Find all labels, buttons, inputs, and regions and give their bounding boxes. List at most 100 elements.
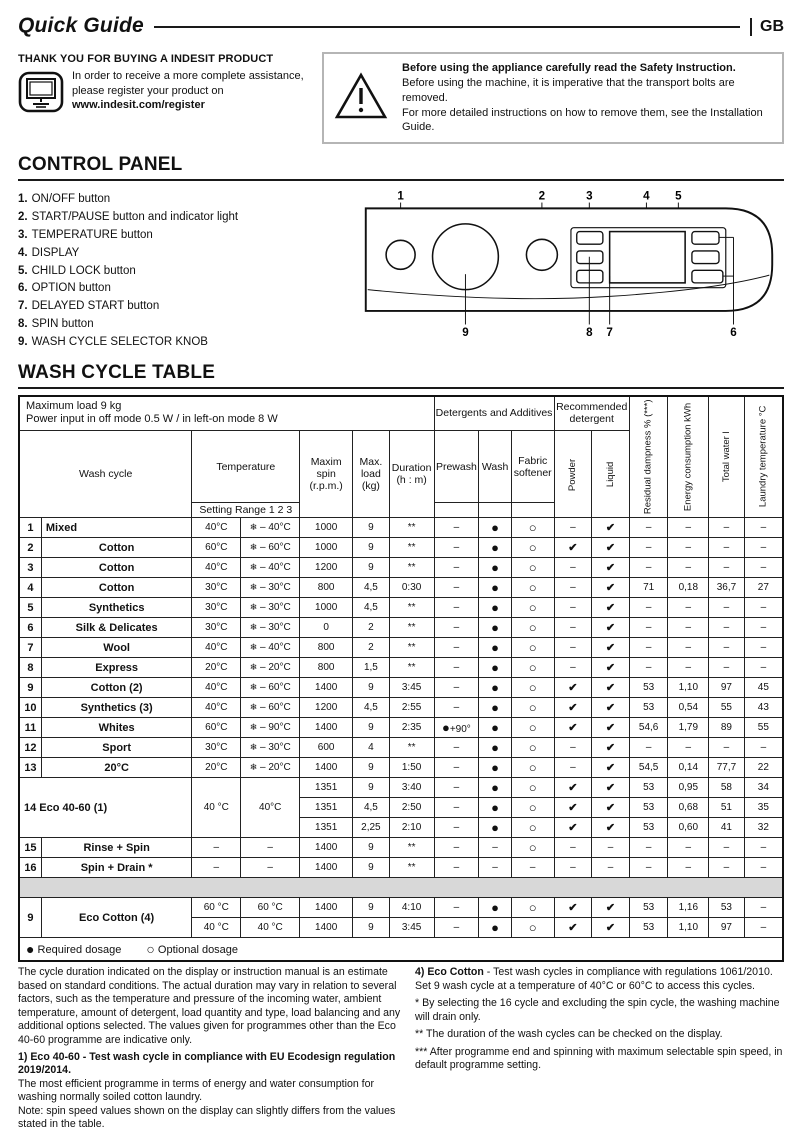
footnote: The cycle duration indicated on the disp… — [18, 966, 401, 1046]
table-cell: – — [591, 837, 630, 859]
table-cell: – — [478, 857, 512, 879]
footnote: * By selecting the 16 cycle and excludin… — [415, 997, 780, 1023]
warning-bold-line: Before using the appliance carefully rea… — [402, 62, 736, 74]
table-cell: ** — [388, 537, 435, 559]
table-cell: 54,5 — [628, 757, 669, 779]
table-legend-row: ● Required dosage ○ Optional dosage — [18, 937, 784, 962]
table-cell: – — [553, 577, 593, 599]
table-cell: 9 — [352, 517, 390, 539]
table-cell: 55 — [708, 697, 745, 719]
table-cell: – — [628, 557, 669, 579]
col-load: Max. load (kg) — [352, 430, 390, 519]
cycle-name: Wool — [40, 637, 193, 659]
table-cell: ✔ — [591, 737, 630, 759]
list-item: 2. START/PAUSE button and indicator light — [18, 211, 239, 224]
table-cell: 40°C — [191, 517, 242, 539]
table-cell: – — [433, 757, 480, 779]
table-cell: 1,10 — [667, 677, 710, 699]
table-cell: 71 — [628, 577, 669, 599]
register-icon — [18, 69, 64, 117]
table-cell: – — [628, 857, 669, 879]
table-cell: ** — [388, 737, 435, 759]
cycle-number: 1 — [18, 517, 42, 539]
table-cell: – — [667, 857, 710, 879]
table-cell: – — [708, 517, 745, 539]
required-dot-icon: ● — [26, 941, 35, 958]
cycle-name: 20°C — [40, 757, 193, 779]
table-cell: – — [553, 737, 593, 759]
table-cell: 1400 — [299, 677, 354, 699]
table-cell: – — [743, 917, 784, 939]
svg-text:8: 8 — [586, 326, 593, 339]
svg-text:2: 2 — [539, 190, 545, 203]
table-cell: – — [591, 857, 630, 879]
table-cell: 800 — [299, 657, 354, 679]
table-cell: ✔ — [591, 617, 630, 639]
table-cell: 20°C — [191, 757, 242, 779]
table-cell: – — [553, 597, 593, 619]
table-cell: – — [433, 697, 480, 719]
footnotes-right: 4) Eco Cotton - Test wash cycles in comp… — [415, 966, 784, 1134]
table-cell: – — [708, 597, 745, 619]
table-cell: – — [433, 637, 480, 659]
table-cell: ○ — [510, 517, 555, 539]
wash-cycle-row: 9 Cotton (2) 40°C ❄ – 60°C 1400 9 3:45– ● ○ ✔ ✔ 53 1… — [18, 677, 784, 699]
table-cell: – — [743, 597, 784, 619]
table-cell: 1400 — [299, 757, 354, 779]
table-cell: – — [667, 557, 710, 579]
svg-text:7: 7 — [606, 326, 612, 339]
table-cell: 53 — [628, 797, 669, 819]
register-url[interactable]: www.indesit.com/register — [72, 98, 205, 111]
table-cell: 3:45 — [388, 677, 435, 699]
svg-text:3: 3 — [586, 190, 593, 203]
table-cell: – — [708, 637, 745, 659]
table-cell: 9 — [352, 557, 390, 579]
table-cell: – — [628, 637, 669, 659]
safety-warning-box: Before using the appliance carefully rea… — [322, 52, 784, 145]
table-cell: 4,5 — [352, 697, 390, 719]
table-cell: – — [191, 857, 242, 879]
optional-ring-icon: ○ — [146, 941, 155, 958]
table-cell: 51 — [708, 797, 745, 819]
table-cell: – — [667, 617, 710, 639]
table-cell: 9 — [352, 757, 390, 779]
table-cell: 1,79 — [667, 717, 710, 739]
wash-cycle-row: 14 Eco 40-60 (1) 40 °C 40°C 1351 9 3:40– ● ○ ✔ ✔ 5… — [18, 777, 784, 839]
table-cell: ❄ – 30°C — [240, 597, 301, 619]
cycle-name: Synthetics — [40, 597, 193, 619]
table-cell: – — [628, 737, 669, 759]
header-rule — [153, 26, 740, 28]
empty-cell — [433, 502, 480, 519]
table-cell: – — [667, 537, 710, 559]
table-cell: – — [433, 657, 480, 679]
table-cell: – — [708, 557, 745, 579]
table-cell: ○ — [510, 917, 555, 939]
table-cell: 1200 — [299, 697, 354, 719]
table-cell: 1400 — [299, 857, 354, 879]
table-cell: 800 — [299, 577, 354, 599]
table-cell: ✔ — [553, 817, 593, 839]
table-cell: 40 °C — [240, 917, 301, 939]
table-cell: ● — [478, 537, 512, 559]
table-cell: 1400 — [299, 917, 354, 939]
cycle-name: Express — [40, 657, 193, 679]
table-header-row: Setting Range 1 2 3 — [19, 502, 783, 519]
empty-cell — [510, 502, 555, 519]
control-panel-heading: CONTROL PANEL — [18, 154, 784, 182]
table-cell: 1:50 — [388, 757, 435, 779]
table-cell: 77,7 — [708, 757, 745, 779]
table-cell: ** — [388, 657, 435, 679]
table-cell: ● — [478, 757, 512, 779]
col-softener: Fabric softener — [510, 430, 555, 504]
svg-text:9: 9 — [462, 326, 469, 339]
table-cell: 60 °C — [191, 897, 242, 919]
table-cell: 3:40 — [388, 777, 435, 799]
page-header: Quick Guide GB — [18, 14, 784, 38]
cycle-name: Sport — [40, 737, 193, 759]
table-cell: 1400 — [299, 897, 354, 919]
table-cell: – — [743, 557, 784, 579]
page-title: Quick Guide — [18, 14, 144, 37]
list-item: 9. WASH CYCLE SELECTOR KNOB — [18, 335, 208, 348]
table-cell: – — [667, 637, 710, 659]
cycle-number: 11 — [18, 717, 42, 739]
